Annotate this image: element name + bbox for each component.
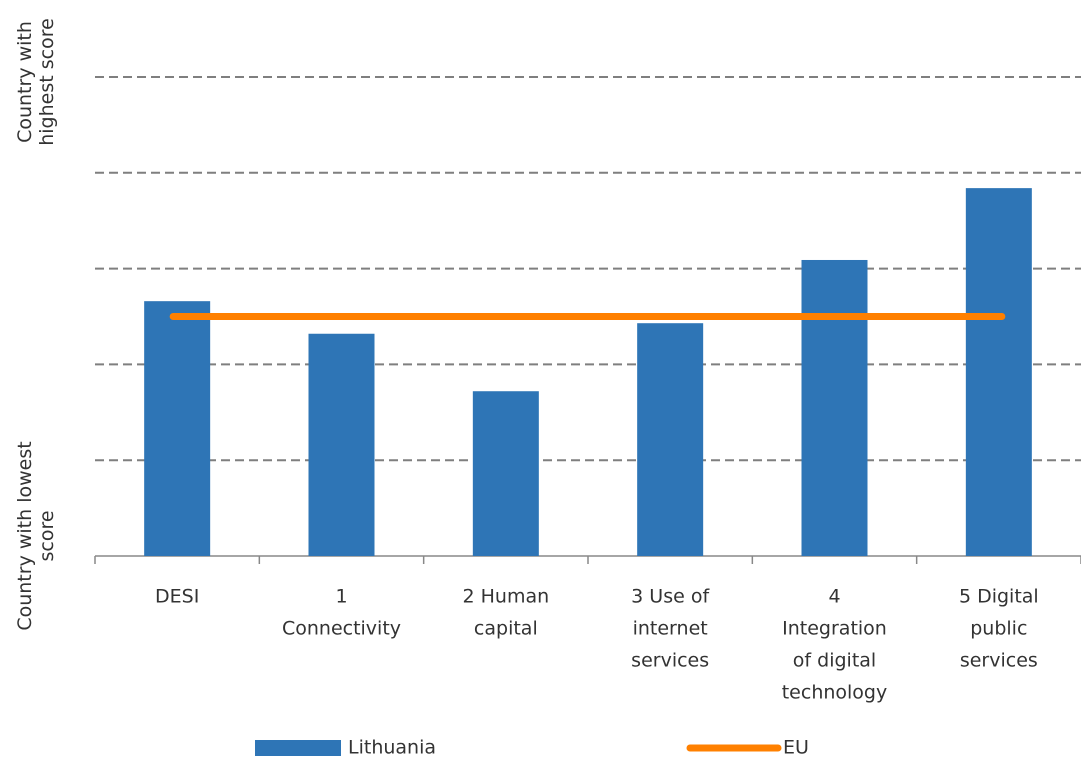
bar — [144, 301, 211, 556]
bar — [801, 259, 868, 556]
x-tick-label: 2 Human — [463, 586, 550, 608]
x-tick-label: 4 — [828, 586, 840, 608]
y-tick-label: Country with lowestscore — [14, 441, 58, 630]
x-tick-label: DESI — [155, 586, 199, 608]
x-tick-label: services — [631, 650, 709, 672]
x-tick-label: capital — [474, 618, 538, 640]
x-tick-label: 1 — [335, 586, 347, 608]
y-tick-label-line: highest score — [36, 18, 58, 146]
bar — [637, 323, 704, 556]
x-tick-label: public — [970, 618, 1027, 640]
legend-label: Lithuania — [348, 737, 436, 759]
bar — [308, 333, 375, 556]
x-tick-label: Integration — [782, 618, 887, 640]
legend-swatch — [255, 740, 341, 756]
x-tick-label: of digital — [793, 650, 876, 672]
x-tick-label: internet — [633, 618, 708, 640]
y-tick-label: Country withhighest score — [14, 18, 58, 146]
legend-label: EU — [783, 737, 809, 759]
y-tick-label-line: Country with lowest — [14, 441, 36, 630]
bar — [965, 188, 1032, 557]
bar — [472, 391, 539, 556]
x-tick-label: 3 Use of — [631, 586, 710, 608]
x-tick-label: services — [960, 650, 1038, 672]
x-tick-label: Connectivity — [282, 618, 401, 640]
x-tick-label: technology — [782, 682, 888, 704]
y-tick-label-line: Country with — [14, 21, 36, 143]
x-tick-label: 5 Digital — [959, 586, 1039, 608]
y-tick-label-line: score — [36, 510, 58, 561]
